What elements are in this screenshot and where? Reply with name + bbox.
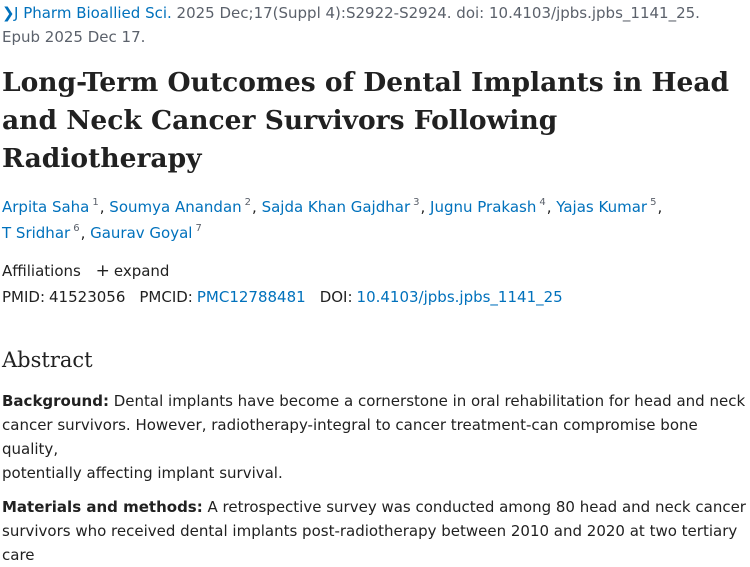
author-line-2: T Sridhar 6, Gaurav Goyal 7 bbox=[2, 223, 202, 242]
affiliation-ref[interactable]: 5 bbox=[650, 197, 657, 208]
citation-details: 2025 Dec;17(Suppl 4):S2922-S2924. doi: 1… bbox=[171, 4, 700, 22]
methods-text-2: survivors who received dental implants p… bbox=[2, 522, 738, 564]
affiliation-ref[interactable]: 6 bbox=[73, 223, 80, 234]
doi-label: DOI: bbox=[319, 288, 353, 306]
chevron-right-icon[interactable]: ❯ bbox=[2, 4, 15, 22]
affiliations-expand-button[interactable]: + expand bbox=[95, 261, 170, 281]
pmcid-link[interactable]: PMC12788481 bbox=[196, 288, 306, 306]
affiliation-ref[interactable]: 3 bbox=[413, 197, 420, 208]
background-text-1: Dental implants have become a cornerston… bbox=[108, 392, 746, 410]
affiliation-ref[interactable]: 4 bbox=[539, 197, 546, 208]
author-link[interactable]: Sajda Khan Gajdhar bbox=[261, 198, 411, 216]
abstract-background: Background: Dental implants have become … bbox=[2, 389, 750, 485]
affiliations-row: Affiliations + expand bbox=[2, 260, 750, 282]
citation-line-1: ❯J Pharm Bioallied Sci. 2025 Dec;17(Supp… bbox=[2, 1, 750, 25]
author-link[interactable]: Arpita Saha bbox=[2, 198, 90, 216]
background-text-2: cancer survivors. However, radiotherapy-… bbox=[2, 416, 698, 458]
pmcid-label: PMCID: bbox=[139, 288, 193, 306]
author-list: Arpita Saha 1, Soumya Anandan 2, Sajda Kha… bbox=[2, 194, 750, 246]
article-title: Long-Term Outcomes of Dental Implants in… bbox=[2, 64, 750, 178]
identifiers-row: PMID: 41523056 PMCID: PMC12788481 DOI: 10.410… bbox=[2, 286, 750, 308]
pmid-value: 41523056 bbox=[49, 288, 126, 306]
author-line-1: Arpita Saha 1, Soumya Anandan 2, Sajda Kha… bbox=[2, 197, 663, 216]
author-link[interactable]: Yajas Kumar bbox=[556, 198, 648, 216]
title-line-1: Long-Term Outcomes of Dental Implants in… bbox=[2, 67, 730, 98]
affiliation-ref[interactable]: 7 bbox=[195, 223, 202, 234]
methods-label: Materials and methods: bbox=[2, 498, 203, 516]
methods-text-1: A retrospective survey was conducted amo… bbox=[202, 498, 746, 516]
citation: ❯J Pharm Bioallied Sci. 2025 Dec;17(Supp… bbox=[2, 0, 750, 49]
citation-line-2: Epub 2025 Dec 17. bbox=[2, 28, 146, 46]
author-link[interactable]: T Sridhar bbox=[2, 224, 71, 242]
doi-link[interactable]: 10.4103/jpbs.jpbs_1141_25 bbox=[356, 288, 563, 306]
title-line-2: and Neck Cancer Survivors Following Radi… bbox=[2, 105, 558, 174]
plus-icon: + bbox=[95, 261, 110, 281]
author-link[interactable]: Gaurav Goyal bbox=[90, 224, 193, 242]
pmid-label: PMID: bbox=[2, 288, 46, 306]
abstract-methods: Materials and methods: A retrospective s… bbox=[2, 495, 750, 567]
affiliations-label: Affiliations bbox=[2, 262, 81, 280]
expand-label: expand bbox=[113, 262, 170, 280]
background-text-3: potentially affecting implant survival. bbox=[2, 464, 283, 482]
author-link[interactable]: Soumya Anandan bbox=[109, 198, 242, 216]
journal-link[interactable]: J Pharm Bioallied Sci. bbox=[14, 4, 172, 22]
abstract-heading: Abstract bbox=[2, 348, 93, 372]
affiliation-ref[interactable]: 1 bbox=[92, 197, 99, 208]
background-label: Background: bbox=[2, 392, 109, 410]
author-link[interactable]: Jugnu Prakash bbox=[430, 198, 537, 216]
affiliation-ref[interactable]: 2 bbox=[244, 197, 252, 208]
